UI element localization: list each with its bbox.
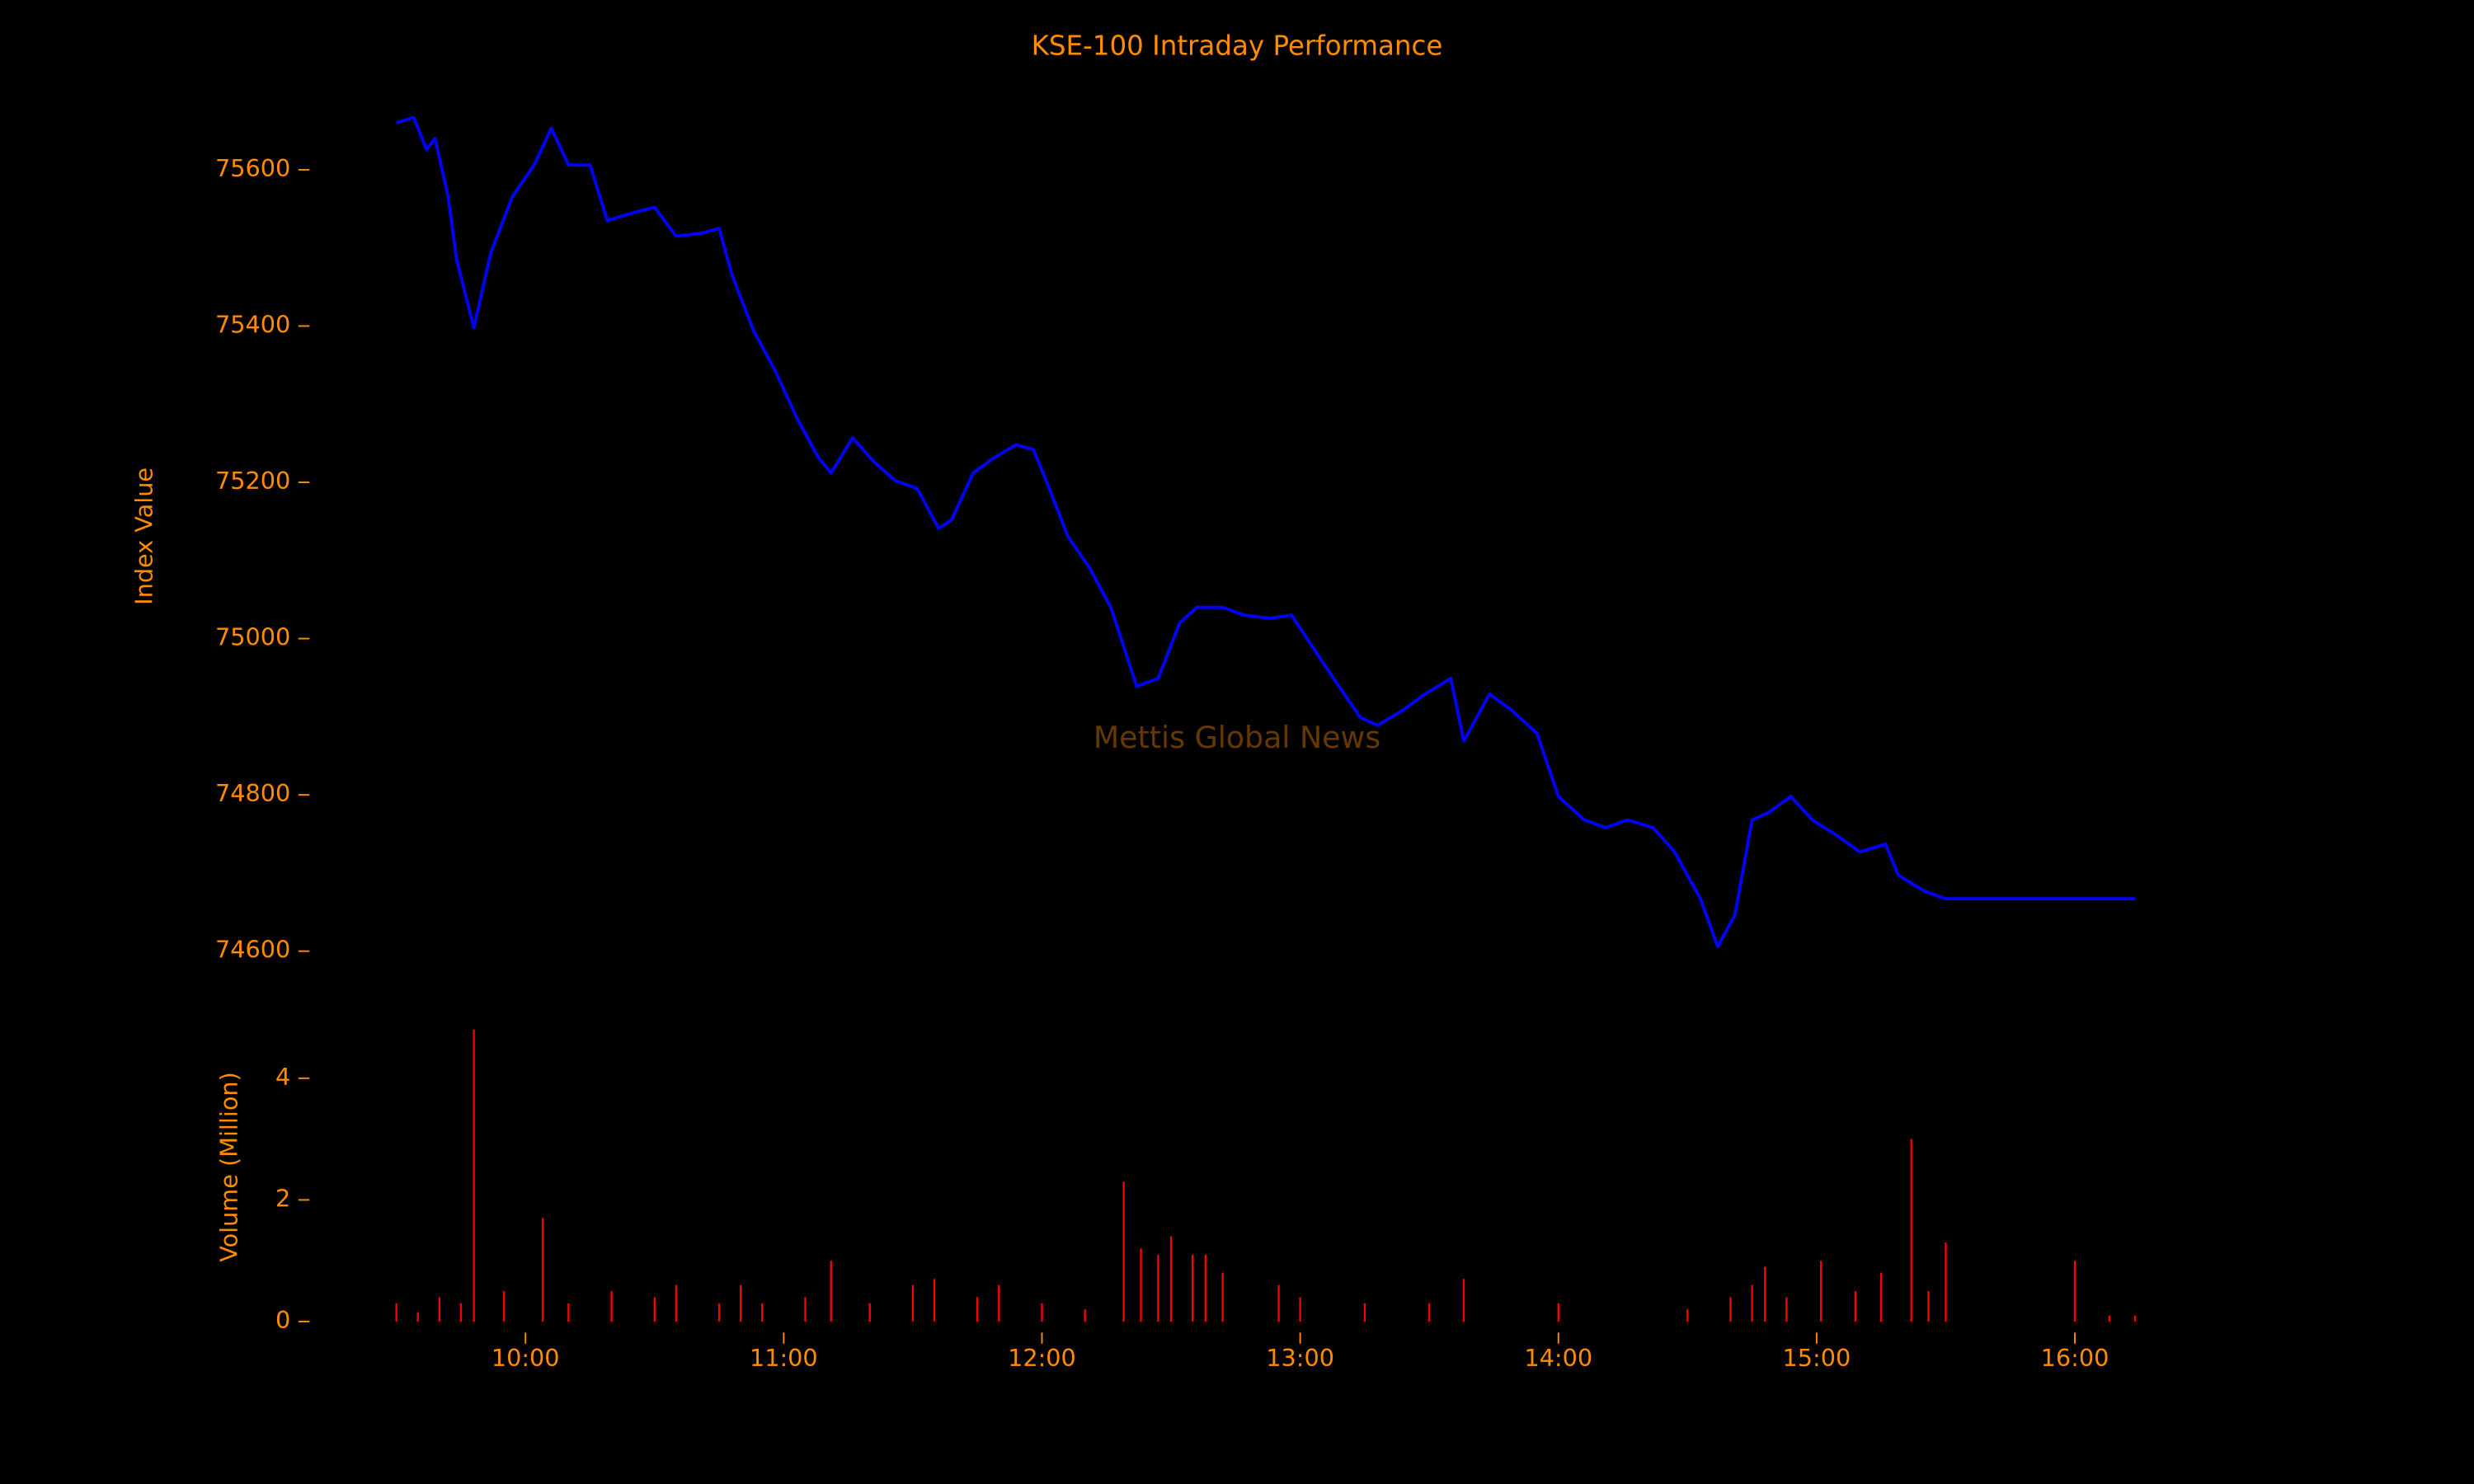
y-tick-label: 75000 — [215, 623, 290, 651]
y-tick-label: 0 — [275, 1306, 290, 1334]
volume-bar — [1910, 1139, 1912, 1322]
volume-bar — [1428, 1303, 1431, 1322]
volume-bar — [1729, 1297, 1732, 1322]
y-tick-label: 4 — [275, 1063, 290, 1091]
volume-bar — [1854, 1291, 1857, 1322]
watermark: Mettis Global News — [1094, 720, 1380, 755]
volume-bar — [1204, 1254, 1206, 1322]
y-axis-label: Volume (Million) — [215, 1072, 243, 1262]
volume-bar — [1140, 1248, 1142, 1322]
volume-bar — [459, 1303, 463, 1322]
index-line — [396, 115, 2136, 948]
volume-bar — [740, 1284, 742, 1322]
volume-bar — [911, 1284, 915, 1322]
y-tick-label: 75200 — [215, 467, 290, 495]
volume-bar — [1157, 1254, 1159, 1322]
volume-bar — [1945, 1242, 1947, 1322]
y-tick-label: 2 — [275, 1184, 290, 1212]
x-tick-label: 14:00 — [1524, 1344, 1592, 1372]
chart-title: KSE-100 Intraday Performance — [1032, 30, 1443, 61]
y-tick-label: 75600 — [215, 154, 290, 182]
volume-bar — [1122, 1181, 1125, 1322]
x-tick-label: 16:00 — [2041, 1344, 2109, 1372]
y-tick-label: 75400 — [215, 310, 290, 338]
volume-bar — [868, 1303, 871, 1322]
x-tick-label: 15:00 — [1783, 1344, 1851, 1372]
volume-bar — [395, 1303, 397, 1322]
x-tick-label: 11:00 — [750, 1344, 818, 1372]
volume-bar — [502, 1291, 506, 1322]
volume-bar — [1462, 1279, 1465, 1322]
volume-bar — [1221, 1272, 1224, 1322]
volume-bar — [1686, 1309, 1689, 1322]
volume-bar — [1277, 1284, 1280, 1322]
x-tick-label: 13:00 — [1266, 1344, 1334, 1372]
volume-bar — [1363, 1303, 1366, 1322]
volume-bar — [541, 1218, 544, 1322]
volume-bar — [1557, 1303, 1559, 1322]
volume-bar — [1084, 1309, 1086, 1322]
x-tick-label: 12:00 — [1008, 1344, 1076, 1372]
volume-bar — [1299, 1297, 1301, 1322]
volume-bar — [1764, 1266, 1766, 1322]
volume-bar — [1191, 1254, 1194, 1322]
volume-bar — [567, 1303, 570, 1322]
volume-bar — [675, 1284, 678, 1322]
volume-bar — [438, 1297, 440, 1322]
volume-bar — [1927, 1291, 1930, 1322]
volume-bar — [976, 1297, 979, 1322]
volume-bar — [1785, 1297, 1788, 1322]
volume-bar — [610, 1291, 613, 1322]
volume-bar — [830, 1261, 832, 1322]
volume-bar — [717, 1303, 721, 1322]
volume-bar — [2073, 1261, 2077, 1322]
volume-bar — [1819, 1261, 1823, 1322]
volume-bar — [2108, 1315, 2110, 1322]
volume-bar — [1751, 1284, 1753, 1322]
volume-bar — [2133, 1315, 2137, 1322]
y-tick-label: 74800 — [215, 779, 290, 807]
volume-bar — [761, 1303, 764, 1322]
volume-bar — [1041, 1303, 1043, 1322]
volume-bar — [416, 1312, 419, 1322]
volume-bar — [804, 1297, 807, 1322]
volume-bar — [1880, 1272, 1883, 1322]
y-axis-label: Index Value — [129, 467, 158, 605]
volume-bar — [653, 1297, 656, 1322]
volume-bar — [933, 1279, 936, 1322]
volume-bar — [1169, 1236, 1173, 1322]
x-tick-label: 10:00 — [492, 1344, 560, 1372]
volume-bar — [473, 1029, 475, 1322]
volume-bar — [998, 1284, 1000, 1322]
y-tick-label: 74600 — [215, 936, 290, 964]
